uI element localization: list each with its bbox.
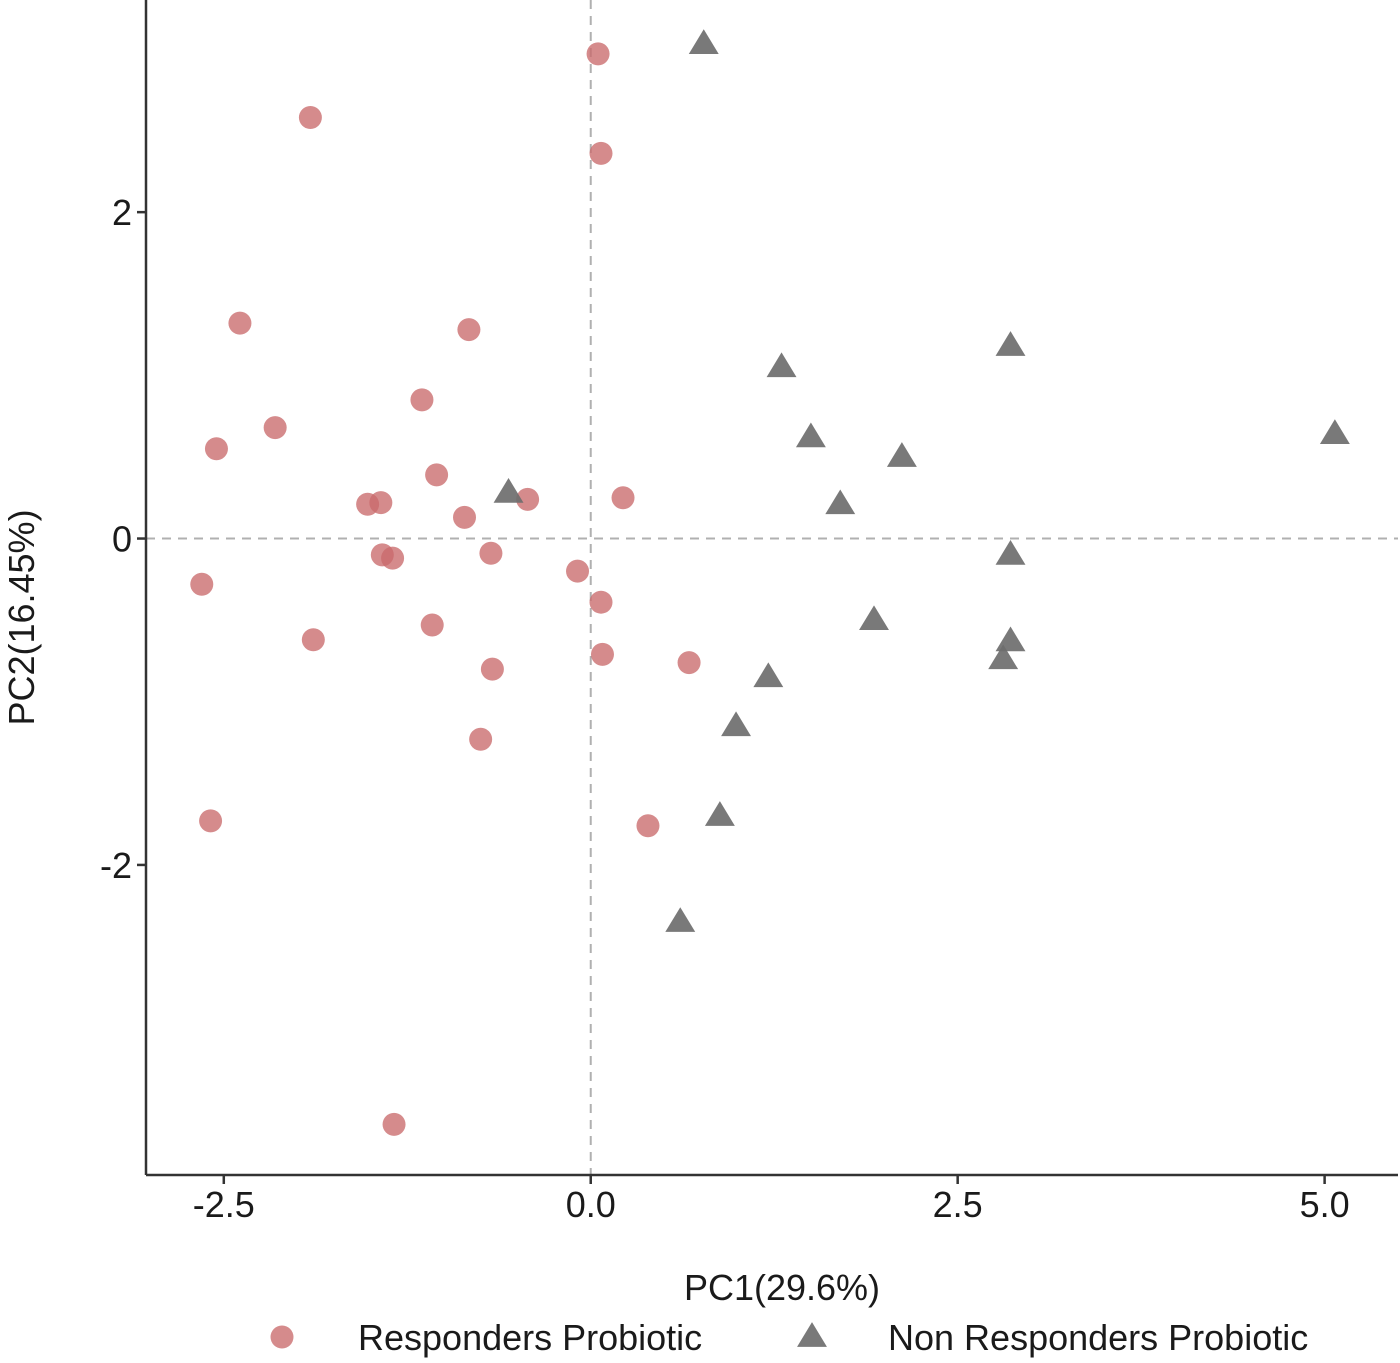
non-responder-point [704,801,735,826]
non-responder-point [825,489,856,515]
responder-point [479,541,503,565]
responder-point [425,463,449,487]
responder-point [204,437,228,461]
responder-point [298,106,322,129]
y-tick-label: -2 [100,845,132,886]
responder-point [301,628,325,652]
responder-point [381,546,405,570]
non-responder-point [665,907,696,932]
non-responder-point [795,422,826,448]
non-responder-point [988,644,1019,670]
responder-point [586,42,610,66]
points-layer [190,29,1350,1136]
responder-point [611,486,635,510]
responder-point [590,642,614,666]
x-tick-label: -2.5 [193,1184,255,1225]
responder-point [453,505,477,529]
non-responder-point [995,626,1026,652]
x-axis-ticks: -2.5 0.0 2.5 5.0 [193,1175,1350,1225]
responder-point [516,487,540,511]
non-responder-point [493,478,524,503]
non-responder-point [995,540,1026,565]
responder-point [420,613,444,637]
x-tick-label: 0.0 [566,1184,616,1225]
responder-point [589,590,613,614]
responder-point [228,311,252,335]
responder-point [566,559,590,583]
responder-point [677,651,701,675]
non-responder-point [995,331,1026,356]
responder-point [469,727,493,751]
y-axis-ticks: -2 0 2 [100,192,146,886]
responder-point [263,416,287,440]
responder-point [636,814,660,838]
x-tick-label: 2.5 [933,1184,983,1225]
legend-label: Non Responders Probiotic [888,1317,1308,1358]
responder-point [190,572,214,596]
responder-point [589,141,613,165]
x-axis-title: PC1(29.6%) [684,1267,880,1308]
responder-point [480,657,504,681]
legend-triangle-key [797,1322,827,1347]
non-responder-point [886,442,917,467]
responder-point [410,388,434,412]
y-tick-label: 0 [112,519,132,560]
legend-circle-key [270,1325,294,1349]
non-responder-point [1319,419,1350,444]
x-tick-label: 5.0 [1300,1184,1350,1225]
responder-point [199,809,223,833]
non-responder-point [721,711,751,737]
legend-label: Responders Probiotic [358,1317,702,1358]
non-responder-point [688,29,719,54]
non-responder-point [766,352,797,378]
non-responder-point [753,662,784,688]
y-tick-label: 2 [112,192,132,233]
legend: Responders Probiotic Non Responders Probi… [270,1317,1308,1358]
responder-point [382,1112,406,1136]
plot-area [146,0,1398,1175]
responder-point [369,491,393,515]
y-axis-title: PC2(16.45%) [1,509,42,725]
responder-point [457,318,481,342]
non-responder-point [859,605,889,631]
